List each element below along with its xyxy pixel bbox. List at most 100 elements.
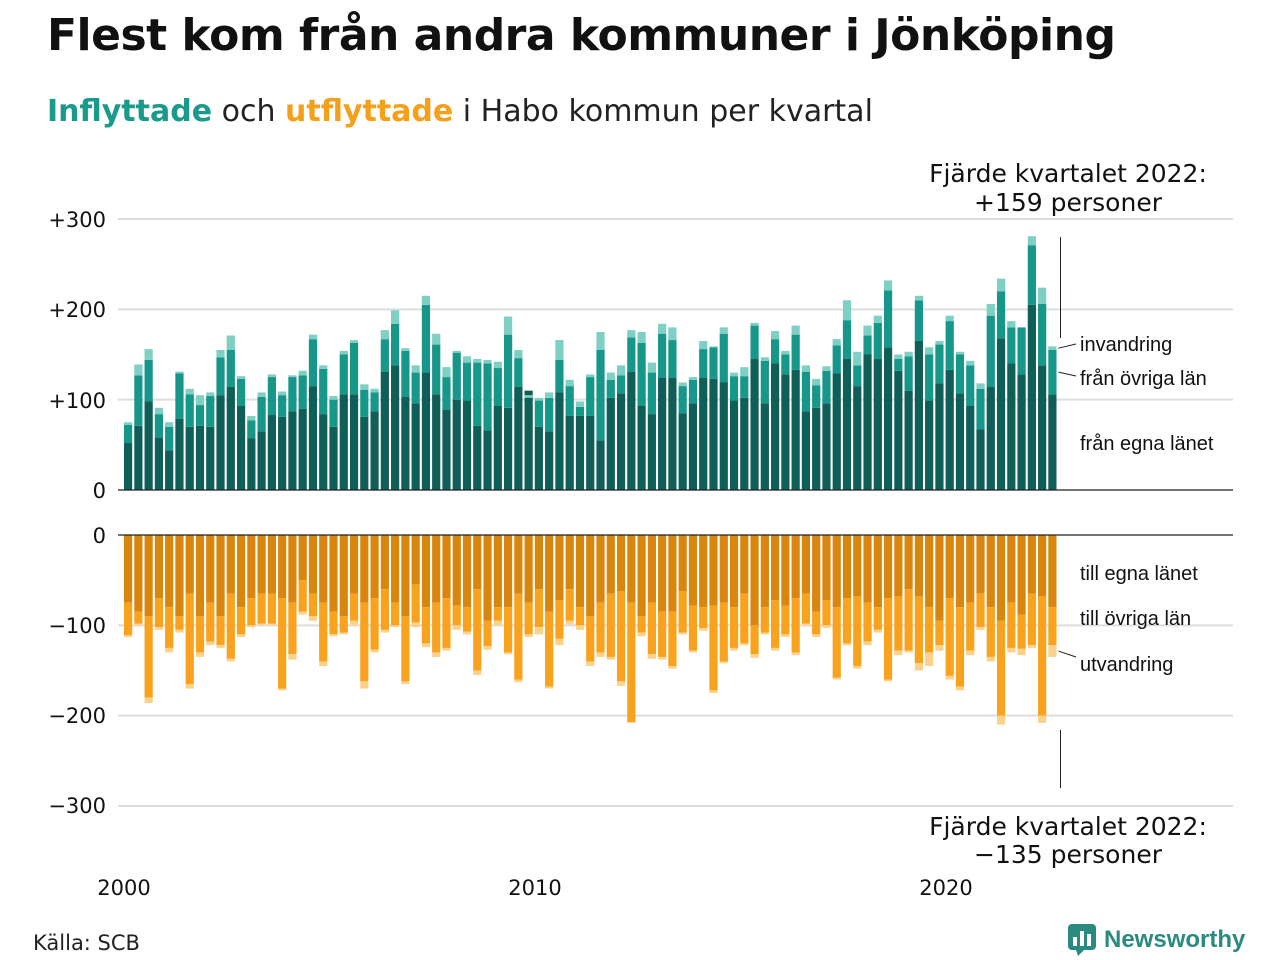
bar-out-own: [555, 535, 564, 601]
bar-out-emi: [391, 625, 400, 628]
bar-out-own: [185, 535, 194, 594]
bar-out-emi: [760, 632, 769, 635]
bar-out-other: [842, 598, 852, 644]
bar-out-other: [236, 607, 246, 635]
bar-in-other: [925, 354, 934, 401]
bar-in-imm: [699, 340, 708, 350]
bar-in-other: [1027, 245, 1036, 305]
bar-out-emi: [411, 622, 420, 628]
bar-in-other: [894, 359, 903, 371]
callout-top-line1: Fjärde kvartalet 2022:: [929, 159, 1207, 188]
bar-out-emi: [637, 632, 646, 637]
bar-out-other: [832, 607, 841, 678]
bar-out-own: [904, 535, 913, 590]
bar-out-other: [411, 584, 420, 623]
bar-out-emi: [863, 641, 872, 646]
bar-out-own: [514, 535, 523, 594]
bar-out-emi: [1038, 715, 1047, 723]
label-till-ovriga-lan: till övriga län: [1080, 608, 1191, 630]
bar-out-other: [740, 593, 749, 644]
bar-in-imm: [668, 327, 677, 341]
bar-in-own: [729, 400, 739, 490]
bar-out-emi: [925, 652, 934, 666]
bar-in-other: [124, 424, 133, 444]
bar-out-other: [976, 593, 985, 628]
bar-in-imm: [935, 340, 944, 345]
bar-in-other: [329, 399, 338, 427]
bar-out-own: [278, 535, 287, 599]
bar-out-own: [319, 535, 328, 603]
bar-out-other: [195, 616, 205, 653]
bar-out-other: [925, 607, 934, 653]
bar-out-other: [534, 589, 543, 628]
label-fran-egna-lanet: från egna länet: [1080, 433, 1214, 455]
bar-out-other: [996, 620, 1006, 716]
bar-in-other: [914, 300, 923, 341]
bar-out-own: [442, 535, 451, 599]
bar-out-own: [247, 535, 256, 599]
bar-in-other: [883, 290, 893, 348]
bar-out-other: [288, 602, 297, 655]
bar-in-own: [966, 405, 975, 490]
bar-in-own: [308, 386, 318, 490]
bar-out-own: [154, 535, 164, 599]
bar-out-other: [709, 605, 718, 691]
bar-in-imm: [586, 374, 595, 378]
bar-in-own: [1048, 394, 1057, 490]
bar-out-own: [699, 535, 708, 608]
bar-in-own: [719, 382, 728, 490]
bar-out-own: [1038, 535, 1047, 597]
pointer-utvandring: [1058, 650, 1077, 658]
bar-out-other: [935, 620, 944, 646]
bar-out-own: [853, 535, 862, 597]
bar-out-own: [616, 535, 626, 592]
bar-in-other: [678, 386, 687, 414]
bar-in-other: [370, 392, 379, 412]
bar-out-other: [462, 607, 472, 632]
bar-in-other: [935, 344, 944, 384]
bar-out-emi: [729, 647, 739, 651]
bar-out-emi: [883, 679, 893, 682]
bar-out-emi: [236, 634, 246, 638]
bar-in-imm: [432, 333, 441, 345]
bar-in-own: [298, 408, 307, 490]
bar-in-own: [760, 403, 769, 490]
bar-out-other: [863, 602, 872, 642]
bar-out-own: [524, 535, 533, 603]
bar-out-other: [380, 589, 389, 630]
bar-in-own: [709, 378, 718, 490]
bar-in-own: [1038, 365, 1047, 490]
subtitle-utflyttade: utflyttade: [285, 94, 454, 129]
bar-out-own: [822, 535, 831, 601]
bar-in-imm: [236, 376, 246, 379]
axes: [118, 237, 1233, 788]
bar-in-other: [688, 379, 698, 404]
bar-in-own: [1017, 374, 1026, 490]
bar-out-own: [175, 535, 184, 617]
bar-in-own: [791, 369, 800, 490]
bar-in-own: [267, 415, 276, 490]
bar-out-other: [267, 593, 276, 624]
bar-in-imm: [781, 350, 790, 355]
bar-in-other: [750, 325, 759, 360]
bar-in-own: [801, 411, 811, 490]
bar-out-own: [627, 535, 636, 603]
bar-in-own: [853, 386, 862, 490]
bar-in-other: [863, 335, 872, 355]
bar-in-other: [545, 397, 554, 432]
bar-in-own: [658, 377, 667, 490]
bar-out-own: [945, 535, 954, 599]
bar-out-own: [996, 535, 1006, 621]
bar-out-own: [288, 535, 297, 603]
bar-in-other: [616, 375, 626, 394]
bar-in-other: [493, 368, 502, 406]
bar-out-emi: [442, 647, 451, 651]
bar-out-other: [945, 598, 954, 676]
bar-in-imm: [1038, 287, 1047, 304]
bar-in-imm: [349, 340, 359, 343]
bar-in-other: [278, 395, 287, 417]
bar-in-own: [904, 390, 913, 490]
bar-out-emi: [134, 623, 143, 626]
bar-in-other: [175, 373, 184, 419]
bar-out-other: [1027, 593, 1036, 646]
